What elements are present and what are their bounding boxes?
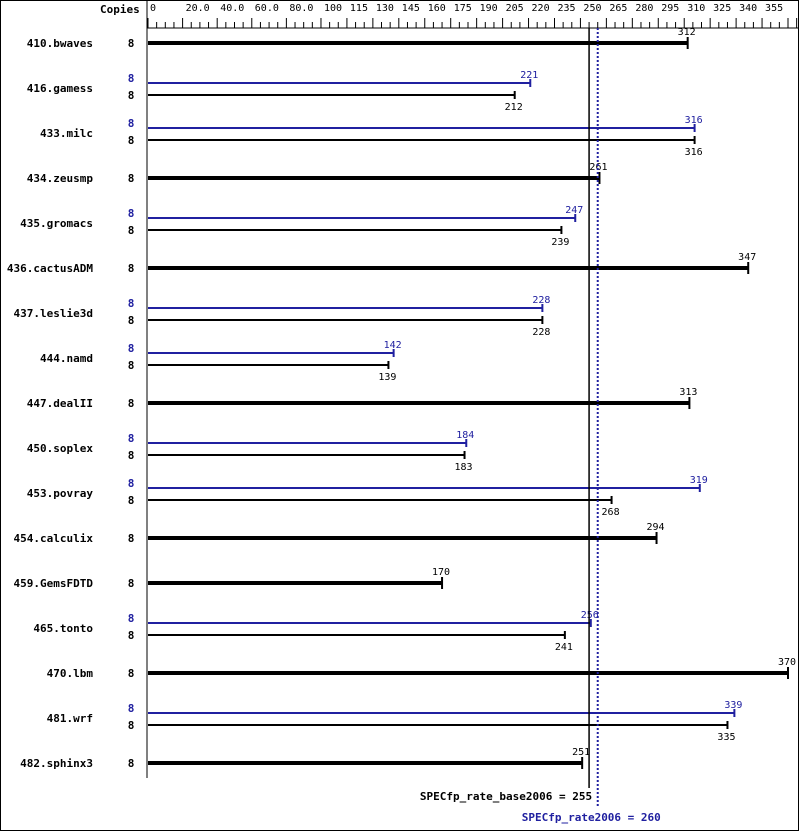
base-value-label: 170 bbox=[432, 567, 450, 578]
peak-ref-label: SPECfp_rate2006 = 260 bbox=[522, 811, 661, 824]
benchmark-label: 450.soplex bbox=[27, 442, 94, 455]
tick-label: 145 bbox=[402, 3, 420, 14]
benchmark-label: 453.povray bbox=[27, 487, 94, 500]
copies-value: 8 bbox=[128, 262, 135, 275]
base-value-label: 312 bbox=[678, 27, 696, 38]
peak-copies-value: 8 bbox=[128, 117, 135, 130]
base-value-label: 241 bbox=[555, 642, 573, 653]
peak-copies-value: 8 bbox=[128, 702, 135, 715]
tick-label: 0 bbox=[150, 3, 156, 14]
benchmark-label: 434.zeusmp bbox=[27, 172, 94, 185]
tick-label: 40.0 bbox=[220, 3, 244, 14]
peak-copies-value: 8 bbox=[128, 207, 135, 220]
base-ref-label: SPECfp_rate_base2006 = 255 bbox=[420, 790, 592, 803]
peak-copies-value: 8 bbox=[128, 432, 135, 445]
peak-value-label: 184 bbox=[456, 430, 474, 441]
base-copies-value: 8 bbox=[128, 134, 135, 147]
tick-label: 60.0 bbox=[255, 3, 279, 14]
base-value-label: 294 bbox=[647, 522, 665, 533]
base-copies-value: 8 bbox=[128, 494, 135, 507]
peak-value-label: 339 bbox=[724, 700, 742, 711]
benchmark-label: 470.lbm bbox=[47, 667, 94, 680]
base-value-label: 261 bbox=[589, 162, 607, 173]
peak-value-label: 228 bbox=[532, 295, 550, 306]
tick-label: 295 bbox=[661, 3, 679, 14]
tick-label: 340 bbox=[739, 3, 757, 14]
tick-label: 205 bbox=[506, 3, 524, 14]
base-value-label: 268 bbox=[602, 507, 620, 518]
tick-label: 160 bbox=[428, 3, 446, 14]
base-value-label: 228 bbox=[532, 327, 550, 338]
benchmark-label: 435.gromacs bbox=[20, 217, 93, 230]
tick-label: 100 bbox=[324, 3, 342, 14]
base-value-label: 183 bbox=[455, 462, 473, 473]
base-value-label: 139 bbox=[378, 372, 396, 383]
copies-value: 8 bbox=[128, 577, 135, 590]
benchmark-label: 436.cactusADM bbox=[7, 262, 93, 275]
base-copies-value: 8 bbox=[128, 629, 135, 642]
peak-value-label: 319 bbox=[690, 475, 708, 486]
base-value-label: 212 bbox=[505, 102, 523, 113]
peak-value-label: 247 bbox=[565, 205, 583, 216]
tick-label: 175 bbox=[454, 3, 472, 14]
peak-value-label: 221 bbox=[520, 70, 538, 81]
benchmark-label: 459.GemsFDTD bbox=[14, 577, 94, 590]
peak-copies-value: 8 bbox=[128, 297, 135, 310]
benchmark-label: 437.leslie3d bbox=[14, 307, 93, 320]
copies-value: 8 bbox=[128, 37, 135, 50]
tick-label: 115 bbox=[350, 3, 368, 14]
benchmark-label: 444.namd bbox=[40, 352, 93, 365]
base-value-label: 347 bbox=[738, 252, 756, 263]
base-value-label: 335 bbox=[717, 732, 735, 743]
tick-label: 20.0 bbox=[186, 3, 210, 14]
benchmark-label: 416.gamess bbox=[27, 82, 93, 95]
base-copies-value: 8 bbox=[128, 719, 135, 732]
copies-value: 8 bbox=[128, 532, 135, 545]
peak-value-label: 142 bbox=[384, 340, 402, 351]
tick-label: 220 bbox=[532, 3, 550, 14]
base-copies-value: 8 bbox=[128, 314, 135, 327]
peak-value-label: 316 bbox=[685, 115, 703, 126]
tick-label: 235 bbox=[557, 3, 575, 14]
peak-copies-value: 8 bbox=[128, 342, 135, 355]
copies-value: 8 bbox=[128, 757, 135, 770]
peak-copies-value: 8 bbox=[128, 612, 135, 625]
tick-label: 250 bbox=[583, 3, 601, 14]
tick-label: 280 bbox=[635, 3, 653, 14]
base-copies-value: 8 bbox=[128, 359, 135, 372]
base-copies-value: 8 bbox=[128, 89, 135, 102]
benchmark-label: 454.calculix bbox=[14, 532, 94, 545]
base-value-label: 239 bbox=[551, 237, 569, 248]
tick-label: 325 bbox=[713, 3, 731, 14]
base-value-label: 313 bbox=[679, 387, 697, 398]
tick-label: 80.0 bbox=[289, 3, 313, 14]
base-value-label: 316 bbox=[685, 147, 703, 158]
benchmark-label: 465.tonto bbox=[33, 622, 93, 635]
benchmark-label: 481.wrf bbox=[47, 712, 93, 725]
base-copies-value: 8 bbox=[128, 224, 135, 237]
base-copies-value: 8 bbox=[128, 449, 135, 462]
copies-value: 8 bbox=[128, 172, 135, 185]
tick-label: 130 bbox=[376, 3, 394, 14]
base-value-label: 251 bbox=[572, 747, 590, 758]
tick-label: 355 bbox=[765, 3, 783, 14]
tick-label: 310 bbox=[687, 3, 705, 14]
benchmark-label: 410.bwaves bbox=[27, 37, 93, 50]
peak-copies-value: 8 bbox=[128, 477, 135, 490]
tick-label: 265 bbox=[609, 3, 627, 14]
copies-header: Copies bbox=[100, 3, 140, 16]
tick-label: 190 bbox=[480, 3, 498, 14]
benchmark-label: 447.dealII bbox=[27, 397, 93, 410]
base-value-label: 370 bbox=[778, 657, 796, 668]
copies-value: 8 bbox=[128, 667, 135, 680]
peak-copies-value: 8 bbox=[128, 72, 135, 85]
benchmark-label: 433.milc bbox=[40, 127, 93, 140]
copies-value: 8 bbox=[128, 397, 135, 410]
benchmark-label: 482.sphinx3 bbox=[20, 757, 93, 770]
